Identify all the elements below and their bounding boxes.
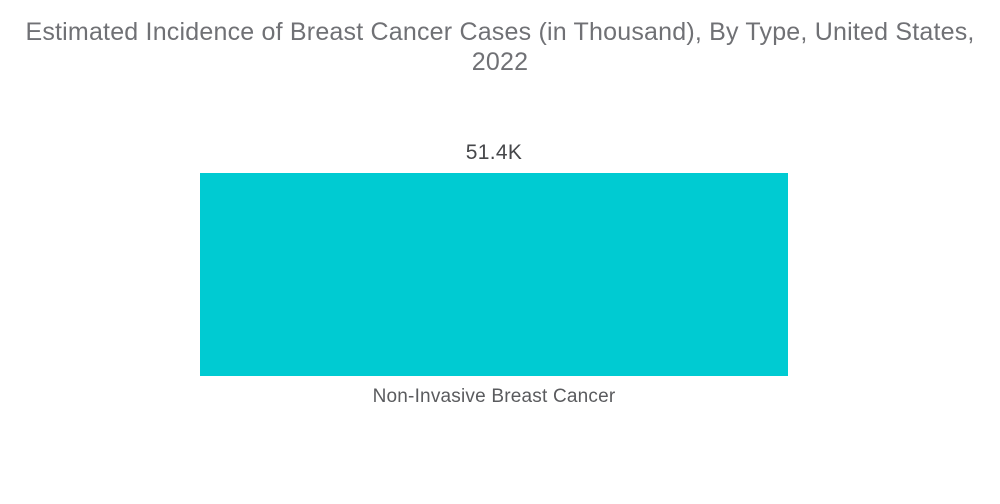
plot-area: 51.4K Non-Invasive Breast Cancer — [200, 141, 788, 407]
bar-non-invasive-breast-cancer — [200, 173, 788, 376]
bar-value-label: 51.4K — [465, 141, 523, 164]
chart-title: Estimated Incidence of Breast Cancer Cas… — [25, 18, 975, 76]
category-label: Non-Invasive Breast Cancer — [372, 386, 616, 407]
